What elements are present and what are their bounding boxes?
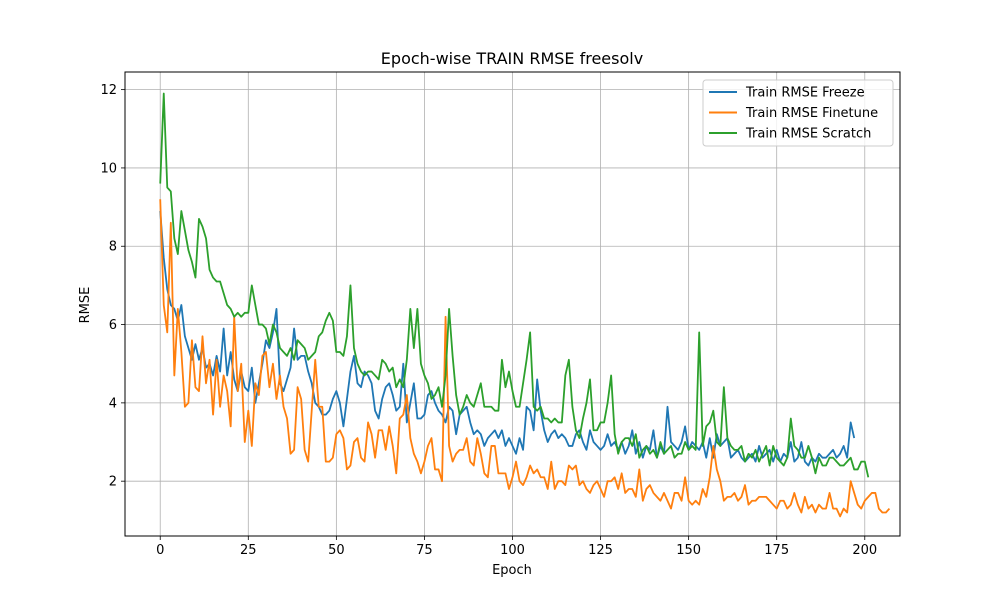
legend-label: Train RMSE Finetune: [745, 106, 878, 121]
x-tick-label: 75: [416, 543, 433, 558]
x-tick-label: 25: [240, 543, 257, 558]
legend: Train RMSE Freeze Train RMSE Finetune Trai…: [702, 79, 894, 147]
x-axis-label: Epoch: [492, 563, 532, 578]
chart-title: Epoch-wise TRAIN RMSE freesolv: [381, 49, 643, 68]
x-tick-label: 125: [588, 543, 613, 558]
y-tick-label: 12: [100, 83, 117, 98]
legend-box: [702, 79, 894, 147]
y-tick-label: 6: [109, 318, 117, 333]
x-tick-label: 175: [764, 543, 789, 558]
x-tick-label: 50: [328, 543, 345, 558]
y-tick-label: 10: [100, 161, 117, 176]
series-line-1: [159, 210, 856, 467]
y-tick-label: 2: [109, 475, 117, 490]
legend-label: Train RMSE Freeze: [745, 86, 865, 101]
x-tick-label: 0: [156, 543, 164, 558]
series-line-3: [159, 92, 870, 478]
x-tick-label: 150: [676, 543, 701, 558]
legend-label: Train RMSE Scratch: [745, 127, 871, 142]
series-group: [159, 92, 891, 518]
y-axis: 2 4 6 8 10 12: [100, 83, 125, 490]
x-tick-label: 200: [852, 543, 877, 558]
y-axis-label: RMSE: [78, 287, 93, 324]
x-axis: 0 25 50 75 100 125 150 175 200: [156, 536, 877, 558]
x-tick-label: 100: [500, 543, 525, 558]
y-tick-label: 4: [109, 396, 117, 411]
y-tick-label: 8: [109, 240, 117, 255]
series-line-2: [159, 199, 891, 518]
